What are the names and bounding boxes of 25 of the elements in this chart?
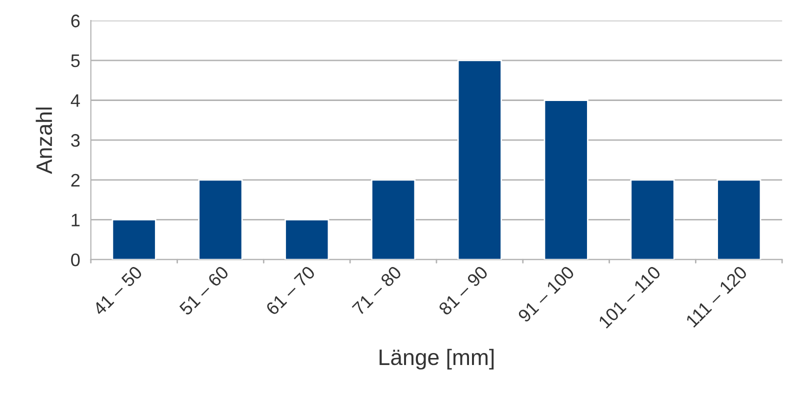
bar: [198, 179, 243, 260]
bar: [630, 179, 675, 260]
x-tick-label: 81 – 90: [438, 265, 489, 316]
y-tick-label: 3: [71, 134, 80, 147]
y-axis-title: Anzahl: [36, 108, 52, 174]
y-tick-label: 6: [71, 14, 80, 28]
bar: [457, 60, 502, 260]
x-axis-title: Länge [mm]: [380, 348, 494, 370]
x-tick-label: 41 – 50: [92, 265, 143, 316]
y-tick-label: 0: [71, 253, 80, 266]
x-tick-label: 71 – 80: [352, 265, 402, 316]
y-tick-label: 4: [70, 94, 80, 107]
y-tick-label: 5: [71, 54, 80, 68]
bar: [544, 100, 588, 260]
x-tick-label: 61 – 70: [265, 265, 316, 316]
x-tick-label: 101 – 110: [598, 265, 662, 329]
x-tick-label: 111 – 120: [685, 265, 748, 328]
x-tick-label: 91 – 100: [517, 265, 575, 323]
y-tick-label: 2: [71, 174, 80, 186]
bar: [284, 219, 330, 260]
bar: [370, 179, 416, 260]
y-tick-label: 1: [72, 214, 80, 226]
bar: [716, 179, 762, 260]
bar: [112, 219, 156, 260]
x-tick-label: 51 – 60: [178, 265, 230, 316]
